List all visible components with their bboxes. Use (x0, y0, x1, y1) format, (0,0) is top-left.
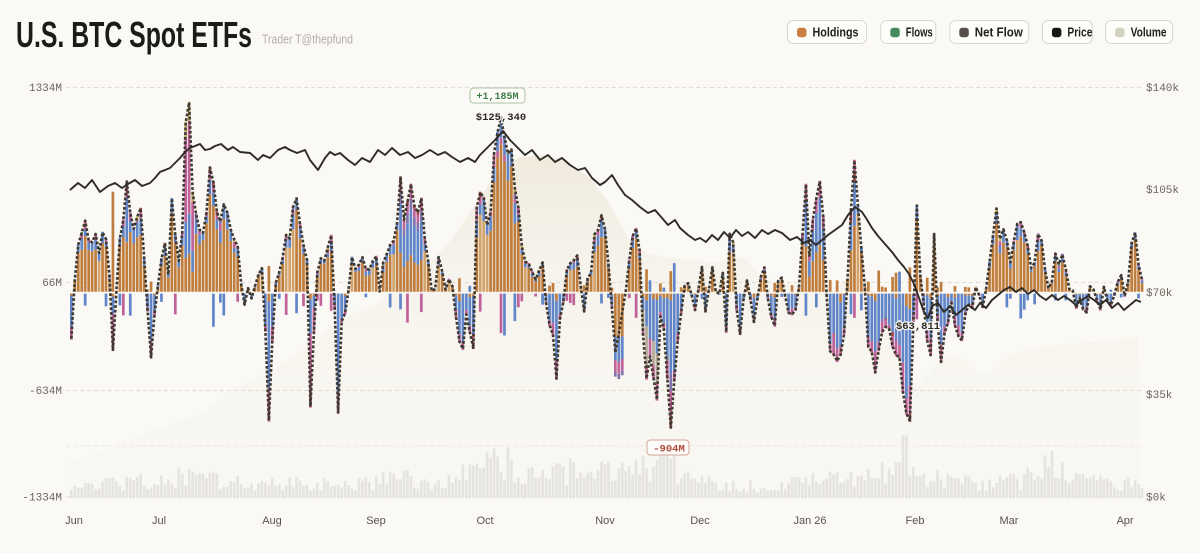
svg-text:Nov: Nov (595, 515, 615, 527)
svg-text:Oct: Oct (476, 515, 493, 527)
svg-text:66M: 66M (42, 278, 62, 290)
svg-text:$0k: $0k (1146, 493, 1166, 505)
svg-text:$125,340: $125,340 (476, 112, 526, 124)
svg-text:U.S. BTC Spot ETFs: U.S. BTC Spot ETFs (16, 14, 252, 55)
svg-text:Volume: Volume (1131, 25, 1167, 40)
svg-text:Mar: Mar (1000, 515, 1019, 527)
svg-text:$35k: $35k (1146, 390, 1173, 402)
svg-text:$63,811: $63,811 (896, 321, 940, 333)
svg-text:Jul: Jul (152, 515, 166, 527)
svg-text:$140k: $140k (1146, 83, 1179, 95)
svg-text:1334M: 1334M (29, 83, 62, 95)
svg-text:Jun: Jun (65, 515, 83, 527)
svg-text:Flows: Flows (906, 25, 933, 40)
svg-text:Trader T@thepfund: Trader T@thepfund (262, 33, 353, 47)
svg-text:-1334M: -1334M (22, 493, 62, 505)
svg-text:-634M: -634M (29, 386, 62, 398)
svg-text:Net Flow: Net Flow (975, 25, 1024, 40)
svg-text:$105k: $105k (1146, 185, 1179, 197)
svg-text:Price: Price (1067, 25, 1092, 40)
svg-text:Feb: Feb (906, 515, 925, 527)
svg-text:Holdings: Holdings (813, 25, 859, 40)
svg-text:Sep: Sep (366, 515, 386, 527)
svg-text:Jan 26: Jan 26 (793, 515, 826, 527)
svg-text:Dec: Dec (690, 515, 710, 527)
svg-text:Apr: Apr (1116, 515, 1133, 527)
svg-text:$70k: $70k (1146, 288, 1173, 300)
svg-text:-904M: -904M (653, 444, 685, 456)
svg-text:Aug: Aug (262, 515, 282, 527)
svg-text:+1,185M: +1,185M (476, 92, 518, 103)
